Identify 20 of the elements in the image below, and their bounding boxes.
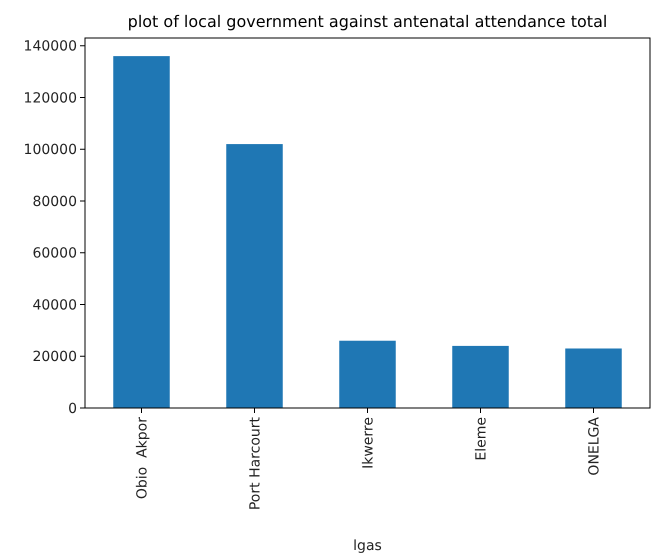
y-tick-label: 20000 bbox=[32, 349, 77, 366]
y-tick-label: 0 bbox=[68, 400, 77, 417]
y-tick-label: 120000 bbox=[24, 90, 77, 106]
x-tick-label: Ikwerre bbox=[360, 417, 376, 469]
x-tick-label: Port Harcourt bbox=[247, 416, 264, 510]
bar bbox=[113, 56, 170, 408]
y-tick-label: 40000 bbox=[32, 297, 77, 314]
x-tick-label: Eleme bbox=[473, 417, 490, 461]
y-tick-label: 140000 bbox=[24, 38, 77, 55]
y-tick-label: 100000 bbox=[24, 142, 77, 158]
bar bbox=[452, 346, 509, 408]
y-tick-label: 80000 bbox=[32, 194, 77, 210]
chart-title: plot of local government against antenatal attendance total bbox=[128, 12, 608, 31]
x-tick-label: Obio Akpor bbox=[134, 416, 150, 500]
bar bbox=[339, 340, 396, 408]
y-tick-label: 60000 bbox=[32, 246, 77, 262]
x-axis-title: lgas bbox=[353, 538, 382, 554]
x-tick-label: ONELGA bbox=[586, 416, 602, 476]
bar bbox=[565, 348, 622, 408]
bar bbox=[226, 144, 283, 408]
